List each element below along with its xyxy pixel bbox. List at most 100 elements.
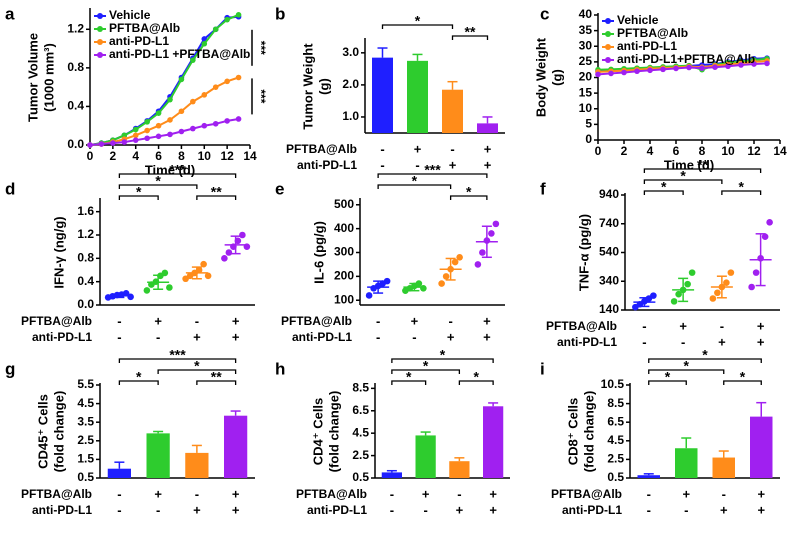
bar [712, 457, 735, 478]
series-point [235, 116, 242, 122]
row-mark: - [642, 318, 646, 333]
significance-bracket [648, 380, 687, 385]
y-tick-label: 400 [334, 221, 354, 235]
y-tick-label: 1.0 [342, 109, 359, 123]
series-point [121, 139, 128, 145]
y-tick-label: 1.2 [77, 227, 94, 241]
y-tick-label: 540 [599, 245, 619, 259]
significance-label: * [440, 347, 446, 363]
y-tick-label: 35 [579, 23, 593, 37]
y-tick-label: 0.4 [67, 99, 84, 113]
y-tick-label: 30 [579, 38, 593, 52]
significance-label: * [680, 168, 686, 184]
significance-label: * [415, 13, 421, 29]
row-mark: - [156, 329, 160, 344]
data-point [204, 272, 212, 280]
series-point [725, 63, 731, 70]
row-mark: + [232, 486, 240, 501]
data-point [684, 280, 691, 288]
row-mark: + [757, 486, 765, 501]
significance-bracket [118, 358, 237, 363]
legend-marker [605, 44, 611, 50]
panel-letter: g [5, 359, 15, 378]
bar [750, 416, 773, 478]
series-point [212, 26, 219, 33]
series-point [634, 68, 640, 75]
row-mark: + [232, 329, 240, 344]
row-mark: - [117, 486, 121, 501]
series-point [673, 65, 679, 72]
significance-label: * [661, 179, 667, 195]
row-mark: + [422, 486, 430, 501]
y-tick-label: 5.5 [77, 377, 94, 391]
series-point [224, 118, 230, 124]
data-point [239, 231, 246, 239]
y-tick-label: 0.5 [607, 470, 624, 484]
row-mark: - [681, 334, 685, 349]
data-point [221, 255, 228, 262]
x-tick-label: 2 [621, 144, 628, 158]
x-tick-label: 12 [747, 144, 761, 158]
series-point [132, 132, 139, 139]
significance-bracket [391, 380, 427, 385]
row-mark: + [484, 157, 492, 172]
significance-label: * [466, 184, 472, 200]
significance-bracket [648, 369, 725, 374]
series-point [201, 122, 208, 129]
series-point [201, 40, 208, 47]
series-point [178, 108, 185, 115]
legend-marker [97, 26, 103, 32]
significance-bracket [157, 369, 237, 374]
significance-bracket [391, 358, 494, 363]
y-axis-label: (g) [316, 78, 331, 95]
series-point [235, 12, 242, 18]
y-tick-label: 3.5 [77, 414, 94, 428]
series-point [178, 76, 185, 83]
row-mark: - [380, 141, 384, 156]
data-point [474, 261, 482, 268]
data-point [709, 295, 717, 302]
legend-label: anti-PD-L1+PFTBA@Alb [617, 52, 755, 66]
row-label: PFTBA@Alb [21, 314, 92, 328]
series-point [132, 126, 139, 133]
x-tick-label: 6 [155, 149, 162, 163]
row-label: anti-PD-L1 [562, 503, 622, 517]
significance-bracket [377, 184, 452, 189]
y-axis-label: (fold change) [581, 391, 596, 473]
x-tick-label: 2 [110, 149, 117, 163]
row-label: anti-PD-L1 [297, 158, 357, 172]
y-axis-label: CD45⁺ Cells [35, 394, 50, 469]
panel-letter: a [5, 4, 15, 23]
series-point [167, 117, 173, 123]
y-tick-label: 2.5 [352, 448, 369, 462]
y-axis-label: (fold change) [51, 391, 66, 473]
row-mark: + [449, 157, 457, 172]
bar [146, 433, 170, 478]
x-tick-label: 10 [721, 144, 735, 158]
legend-label: Vehicle [109, 8, 151, 22]
data-point [161, 269, 169, 277]
significance-label: * [684, 358, 690, 374]
y-tick-label: 6.5 [352, 403, 369, 417]
data-point [688, 269, 696, 276]
data-point [714, 289, 721, 297]
significance-bracket [449, 195, 488, 200]
significance-label: * [412, 173, 418, 189]
row-mark: - [376, 329, 380, 344]
row-mark: - [390, 486, 394, 501]
row-mark: + [232, 502, 240, 517]
series-point [155, 133, 162, 140]
row-label: anti-PD-L1 [32, 330, 92, 344]
series-point [87, 142, 93, 148]
series-point [686, 64, 692, 71]
data-point [488, 230, 495, 237]
panel-letter: e [275, 179, 284, 198]
row-mark: - [720, 318, 724, 333]
data-point [766, 219, 773, 226]
y-axis-label: (1000 mm³) [41, 43, 56, 112]
x-tick-label: 4 [647, 144, 654, 158]
x-tick-label: 4 [132, 149, 139, 163]
series-point [167, 96, 173, 103]
y-tick-label: 0.0 [67, 137, 84, 151]
